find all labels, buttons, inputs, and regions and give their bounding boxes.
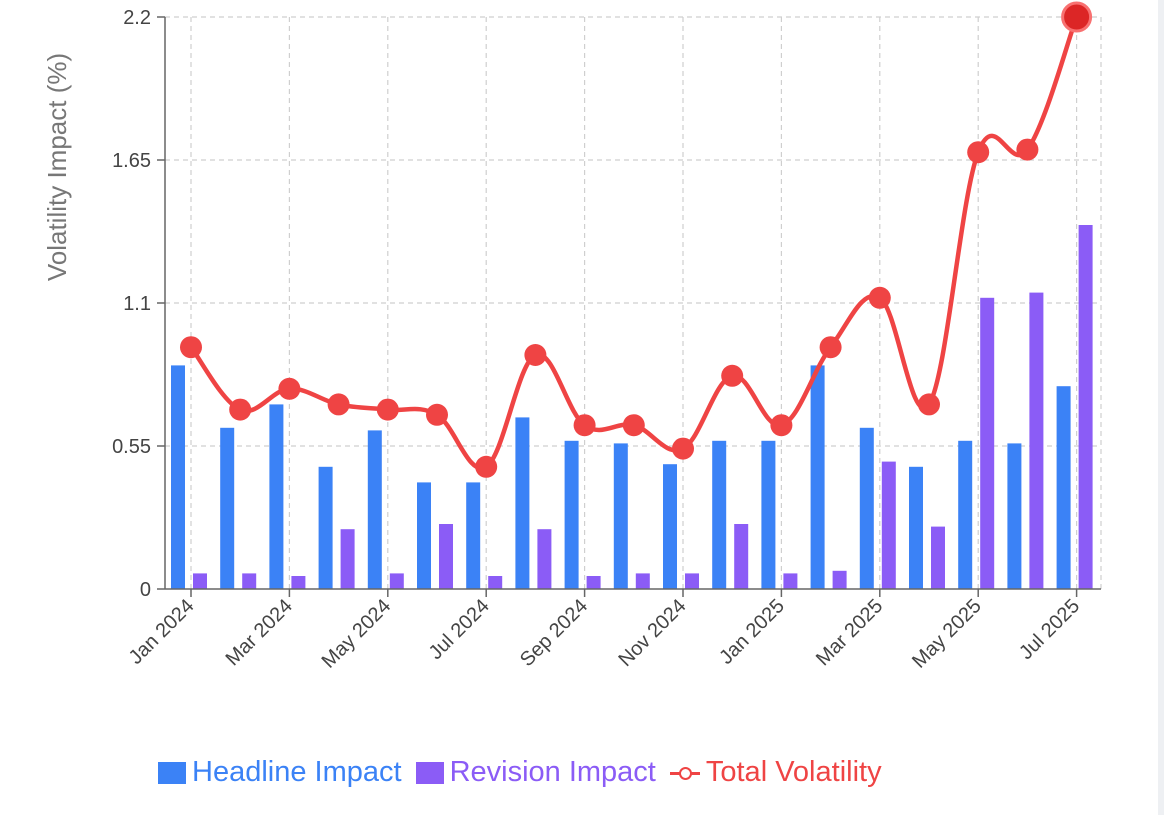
headline-bar[interactable] [220, 427, 235, 589]
revision-bar[interactable] [242, 573, 257, 589]
headline-bar[interactable] [564, 440, 579, 589]
headline-bar[interactable] [810, 365, 825, 589]
grid [165, 16, 1102, 589]
volatility-chart: 0 0.55 1.1 1.65 2.2 Jan 2024 Mar 2024 May 2024 J… [42, 1, 1102, 673]
total-volatility-point[interactable] [180, 336, 202, 359]
total-volatility-line-layer [180, 1, 1093, 478]
revision-bar[interactable] [931, 526, 945, 589]
total-volatility-point[interactable] [819, 336, 842, 359]
headline-bar[interactable] [515, 417, 530, 589]
headline-bar[interactable] [1007, 443, 1022, 589]
headline-bar[interactable] [613, 443, 628, 589]
total-volatility-point[interactable] [770, 414, 793, 437]
total-volatility-point[interactable] [524, 344, 547, 366]
total-volatility-point[interactable] [1016, 138, 1039, 161]
headline-bar[interactable] [909, 466, 923, 589]
revision-bar[interactable] [291, 576, 306, 589]
line-marker-icon [669, 762, 700, 784]
revision-bar[interactable] [635, 573, 650, 589]
total-volatility-point[interactable] [573, 414, 596, 437]
revision-bar[interactable] [586, 576, 601, 589]
x-tick-label: Sep 2024 [516, 595, 592, 671]
legend-item-headline[interactable]: Headline Impact [158, 756, 402, 789]
x-tick-label: Mar 2024 [222, 595, 297, 670]
revision-bar[interactable] [734, 524, 749, 589]
headline-bar[interactable] [712, 440, 727, 589]
total-volatility-point[interactable] [918, 393, 940, 416]
total-volatility-point[interactable] [376, 398, 399, 421]
headline-bar[interactable] [269, 404, 284, 589]
revision-bar[interactable] [980, 297, 995, 589]
x-tick-label: May 2025 [908, 595, 986, 673]
y-tick-label: 0.55 [112, 436, 151, 458]
revision-bar[interactable] [1078, 225, 1093, 589]
total-volatility-point[interactable] [721, 364, 744, 387]
revision-bar[interactable] [685, 573, 699, 589]
headline-bar[interactable] [958, 440, 973, 589]
total-volatility-point[interactable] [1061, 1, 1093, 33]
revision-bar[interactable] [783, 573, 798, 589]
headline-bar[interactable] [318, 466, 333, 589]
legend-item-total[interactable]: Total Volatility [669, 756, 882, 789]
headline-swatch-icon [158, 761, 186, 784]
headline-bar[interactable] [1056, 386, 1071, 589]
legend-item-revision[interactable]: Revision Impact [415, 756, 656, 789]
bars [171, 225, 1093, 589]
legend-label-revision: Revision Impact [449, 756, 656, 788]
revision-swatch-icon [415, 761, 444, 784]
y-tick-label: 1.1 [123, 293, 151, 315]
total-volatility-point[interactable] [278, 377, 301, 400]
y-tick-label: 0 [140, 579, 151, 601]
total-volatility-point[interactable] [622, 414, 645, 437]
revision-bar[interactable] [193, 573, 207, 589]
total-volatility-point[interactable] [672, 437, 694, 460]
revision-bar[interactable] [881, 461, 896, 589]
x-tick-label: Jan 2025 [715, 595, 789, 669]
x-tick-label: Jul 2025 [1015, 595, 1084, 664]
y-axis-title: Volatility Impact (%) [42, 53, 72, 281]
page-edge [1158, 0, 1164, 815]
total-volatility-point[interactable] [967, 141, 990, 164]
legend-label-headline: Headline Impact [192, 756, 402, 788]
revision-bar[interactable] [439, 524, 453, 589]
x-tick-label: Jan 2024 [125, 595, 199, 669]
y-tick-label: 2.2 [123, 7, 151, 29]
revision-bar[interactable] [488, 576, 503, 589]
headline-bar[interactable] [367, 430, 382, 589]
headline-bar[interactable] [417, 482, 431, 589]
total-volatility-point[interactable] [475, 455, 498, 478]
headline-bar[interactable] [663, 464, 677, 589]
legend: Headline Impact Revision Impact Total Vo… [158, 756, 896, 789]
headline-bar[interactable] [171, 365, 185, 589]
x-tick-label: Nov 2024 [614, 595, 690, 671]
x-tick-label: Mar 2025 [812, 595, 887, 670]
total-volatility-point[interactable] [426, 403, 448, 426]
legend-label-total: Total Volatility [705, 756, 882, 788]
x-tick-label: May 2024 [318, 595, 396, 673]
headline-bar[interactable] [859, 427, 874, 589]
axes: 0 0.55 1.1 1.65 2.2 Jan 2024 Mar 2024 May 2024 J… [112, 7, 1101, 673]
headline-bar[interactable] [761, 440, 776, 589]
total-volatility-point[interactable] [868, 286, 891, 309]
x-tick-label: Jul 2024 [425, 595, 494, 664]
total-volatility-point[interactable] [229, 398, 252, 421]
revision-bar[interactable] [340, 529, 355, 589]
y-tick-label: 1.65 [112, 150, 151, 172]
total-volatility-line [189, 16, 1079, 471]
revision-bar[interactable] [1029, 292, 1044, 589]
revision-bar[interactable] [832, 570, 847, 589]
headline-bar[interactable] [466, 482, 481, 589]
revision-bar[interactable] [537, 529, 552, 589]
total-volatility-point[interactable] [327, 393, 350, 416]
revision-bar[interactable] [389, 573, 404, 589]
